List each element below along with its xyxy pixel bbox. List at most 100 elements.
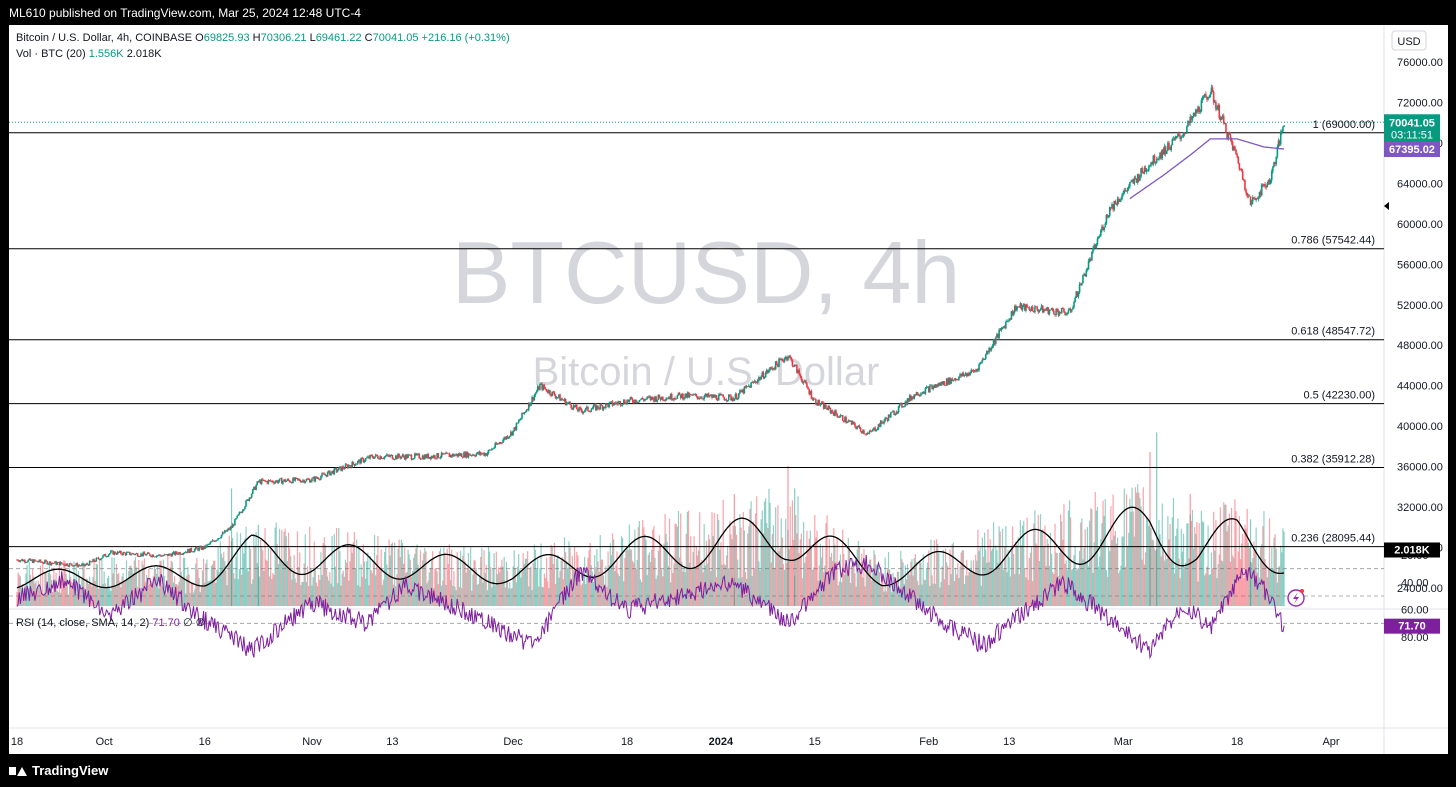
rsi-legend[interactable]: RSI (14, close, SMA, 14, 2) 71.70 ∅ ∅ bbox=[16, 616, 205, 629]
candle-body bbox=[174, 551, 177, 555]
volume-bar bbox=[1070, 517, 1072, 606]
candle-body bbox=[862, 430, 864, 433]
symbol-name[interactable]: Bitcoin / U.S. Dollar, 4h, COINBASE bbox=[16, 32, 193, 44]
volume-bar bbox=[552, 563, 554, 606]
open-label: O bbox=[195, 32, 204, 44]
volume-bar bbox=[781, 537, 783, 606]
candle-body bbox=[1003, 326, 1006, 329]
volume-bar bbox=[1033, 523, 1035, 606]
candle-body bbox=[102, 555, 104, 558]
volume-bar bbox=[990, 550, 992, 606]
candle-body bbox=[969, 372, 971, 376]
volume-bar bbox=[967, 575, 969, 606]
candle-body bbox=[554, 395, 557, 399]
volume-bar bbox=[21, 584, 24, 606]
candle-body bbox=[816, 404, 818, 406]
candle-body bbox=[193, 549, 196, 552]
volume-bar bbox=[727, 545, 729, 606]
volume-bar bbox=[512, 566, 514, 606]
rsi-label[interactable]: RSI (14, close, SMA, 14, 2) bbox=[16, 617, 150, 629]
candle-body bbox=[549, 390, 551, 395]
volume-bar bbox=[1115, 543, 1118, 606]
volume-legend[interactable]: Vol · BTC (20) 1.556K 2.018K bbox=[16, 48, 162, 60]
candle-body bbox=[24, 560, 26, 563]
volume-bar bbox=[234, 578, 236, 606]
candle-body bbox=[963, 374, 966, 376]
candle-body bbox=[744, 386, 747, 388]
volume-bar bbox=[321, 575, 323, 606]
volume-bar bbox=[1204, 575, 1206, 606]
volume-bar bbox=[278, 528, 281, 606]
candle-body bbox=[359, 459, 361, 464]
volume-bar bbox=[687, 510, 690, 606]
candle-body bbox=[1148, 166, 1150, 171]
volume-bar bbox=[1260, 547, 1262, 606]
candle-body bbox=[686, 392, 689, 398]
volume-bar bbox=[51, 580, 53, 606]
volume-label[interactable]: Vol · BTC (20) bbox=[16, 48, 86, 60]
candle-body bbox=[234, 519, 236, 526]
candle-body bbox=[893, 411, 895, 416]
volume-bar bbox=[657, 551, 659, 606]
candle-body bbox=[563, 398, 566, 401]
candle-body bbox=[1234, 146, 1236, 150]
candle-body bbox=[1268, 180, 1271, 185]
candle-body bbox=[1168, 142, 1170, 148]
candle-body bbox=[237, 514, 240, 516]
candle-body bbox=[331, 470, 333, 473]
volume-bar bbox=[1178, 558, 1180, 606]
volume-bar bbox=[327, 576, 329, 606]
volume-bar bbox=[1195, 533, 1197, 606]
candle-body bbox=[682, 393, 684, 400]
volume-bar bbox=[740, 527, 742, 606]
volume-bar bbox=[1051, 554, 1053, 606]
volume-bar bbox=[822, 545, 824, 606]
volume-bar bbox=[916, 580, 919, 606]
candle-body bbox=[1172, 138, 1175, 140]
candle-body bbox=[789, 355, 792, 358]
volume-bar bbox=[987, 529, 989, 606]
candle-body bbox=[451, 453, 454, 457]
volume-bar bbox=[274, 527, 276, 606]
volume-bar bbox=[390, 543, 392, 606]
candle-body bbox=[199, 546, 202, 548]
candle-body bbox=[260, 479, 263, 484]
candle-body bbox=[212, 540, 215, 542]
volume-bar bbox=[743, 530, 745, 606]
candle-body bbox=[1110, 207, 1112, 209]
volume-bar bbox=[322, 543, 324, 606]
candle-body bbox=[1045, 309, 1047, 311]
candle-body bbox=[235, 518, 237, 520]
volume-bar bbox=[738, 578, 740, 606]
candle-body bbox=[998, 329, 1000, 338]
symbol-legend[interactable]: Bitcoin / U.S. Dollar, 4h, COINBASE O698… bbox=[16, 32, 510, 44]
candle-body bbox=[638, 400, 641, 403]
candle-body bbox=[429, 457, 432, 460]
candle-body bbox=[198, 547, 200, 551]
candle-body bbox=[542, 385, 545, 390]
volume-bar bbox=[314, 569, 316, 606]
candle-body bbox=[607, 404, 609, 408]
candle-body bbox=[580, 408, 583, 412]
volume-bar bbox=[549, 556, 551, 606]
volume-bar bbox=[1261, 544, 1263, 606]
candle-body bbox=[631, 398, 634, 402]
candle-body bbox=[632, 401, 635, 404]
tradingview-logo[interactable]: TradingView bbox=[9, 763, 108, 778]
candle-body bbox=[297, 479, 300, 481]
volume-bar bbox=[640, 582, 643, 606]
candle-body bbox=[1196, 109, 1198, 112]
candle-body bbox=[1151, 162, 1154, 165]
candle-body bbox=[755, 382, 758, 384]
volume-bar bbox=[790, 545, 792, 606]
volume-bar bbox=[579, 579, 581, 606]
volume-bar bbox=[258, 576, 261, 606]
candle-body bbox=[1140, 168, 1142, 177]
candle-body bbox=[517, 420, 520, 423]
candle-body bbox=[783, 358, 786, 362]
candle-body bbox=[713, 395, 716, 398]
volume-bar bbox=[1042, 528, 1044, 606]
volume-bar bbox=[263, 570, 265, 606]
candle-body bbox=[374, 454, 377, 457]
